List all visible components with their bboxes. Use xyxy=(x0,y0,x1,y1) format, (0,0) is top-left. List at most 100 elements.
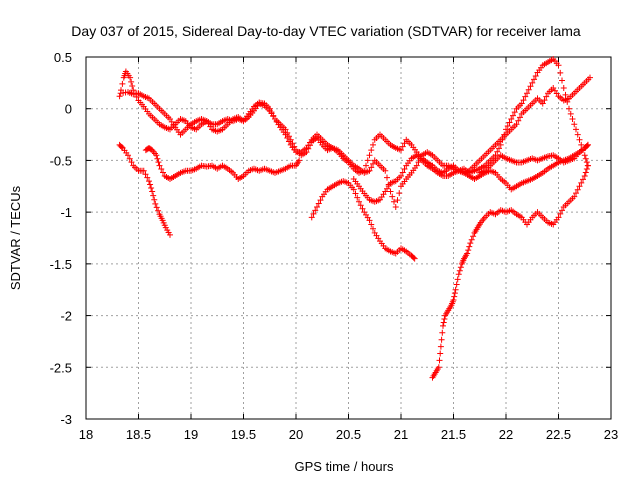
data-point xyxy=(470,233,477,240)
data-point xyxy=(541,97,548,104)
data-point xyxy=(582,169,589,176)
data-point xyxy=(398,172,404,179)
data-point xyxy=(513,121,520,128)
data-point xyxy=(147,181,154,188)
data-point xyxy=(440,322,446,329)
data-point xyxy=(370,225,376,232)
series-track-g xyxy=(429,162,591,381)
data-point xyxy=(384,174,390,181)
data-point xyxy=(392,203,399,210)
data-point xyxy=(148,185,155,192)
data-point xyxy=(451,293,458,300)
chart-title: Day 037 of 2015, Sidereal Day-to-day VTE… xyxy=(71,23,581,39)
data-point xyxy=(532,72,539,79)
data-point xyxy=(466,243,473,250)
data-point xyxy=(140,167,147,174)
data-point xyxy=(399,143,406,150)
x-tick-label: 18 xyxy=(79,427,93,442)
data-point xyxy=(160,169,166,176)
data-point xyxy=(527,83,534,90)
series-track-d xyxy=(142,145,303,183)
data-point xyxy=(155,207,162,214)
data-point xyxy=(158,166,165,173)
data-point xyxy=(128,159,135,166)
data-point xyxy=(574,186,581,193)
data-point xyxy=(503,126,509,133)
data-point xyxy=(389,193,396,200)
data-point xyxy=(517,114,523,121)
data-point xyxy=(314,203,320,210)
data-point xyxy=(146,178,152,185)
data-point xyxy=(399,169,406,176)
data-point xyxy=(492,152,499,159)
x-tick-label: 19 xyxy=(184,427,198,442)
data-point xyxy=(576,136,583,143)
y-tick-label: -2 xyxy=(60,309,72,324)
data-point xyxy=(363,162,369,169)
data-point xyxy=(150,192,157,199)
data-point xyxy=(555,62,562,69)
data-point xyxy=(573,126,579,133)
data-point xyxy=(127,74,134,81)
data-point xyxy=(286,138,292,145)
data-point xyxy=(370,160,376,167)
data-point xyxy=(439,329,446,336)
data-point xyxy=(368,164,375,171)
data-point xyxy=(531,76,537,83)
data-point xyxy=(284,135,291,142)
y-axis-ticks: -3 -2.5 -2 -1.5 -1 -0.5 0 0.5 xyxy=(50,50,611,427)
data-point xyxy=(317,197,324,204)
y-tick-label: -1 xyxy=(60,205,72,220)
data-point xyxy=(129,82,136,89)
data-point xyxy=(467,240,474,247)
x-tick-label: 22.5 xyxy=(546,427,571,442)
x-tick-label: 21.5 xyxy=(441,427,466,442)
x-tick-label: 20 xyxy=(289,427,303,442)
data-point xyxy=(315,200,322,207)
data-point xyxy=(450,297,457,304)
data-point xyxy=(118,143,125,150)
data-point xyxy=(543,93,550,100)
data-point xyxy=(125,152,131,159)
series-track-h xyxy=(476,141,591,176)
data-point xyxy=(411,255,418,262)
data-point xyxy=(366,217,373,224)
data-point xyxy=(370,141,376,148)
data-point xyxy=(438,336,445,343)
data-point xyxy=(153,152,160,159)
data-point xyxy=(382,167,389,174)
data-point xyxy=(451,290,458,297)
y-tick-label: -2.5 xyxy=(50,360,72,375)
data-point xyxy=(506,119,513,126)
data-point xyxy=(153,204,160,211)
x-tick-label: 18.5 xyxy=(126,427,151,442)
data-point xyxy=(571,193,578,200)
data-point xyxy=(574,131,581,138)
data-point xyxy=(368,147,375,154)
y-tick-label: -0.5 xyxy=(50,153,72,168)
data-point xyxy=(350,186,357,193)
data-point xyxy=(354,194,361,201)
data-point xyxy=(504,122,511,129)
y-tick-label: -3 xyxy=(60,412,72,427)
data-point xyxy=(128,78,135,85)
data-point xyxy=(555,214,562,221)
data-point xyxy=(156,162,163,169)
data-point xyxy=(356,198,362,205)
data-point xyxy=(464,250,471,257)
y-tick-label: -1.5 xyxy=(50,257,72,272)
data-point xyxy=(529,79,536,86)
data-point xyxy=(515,117,522,124)
data-point xyxy=(142,171,149,178)
data-point xyxy=(435,364,442,371)
data-point xyxy=(508,116,515,123)
data-point xyxy=(352,190,359,197)
data-point xyxy=(465,247,472,254)
data-point xyxy=(457,264,464,271)
x-axis-ticks: 18 18.5 19 19.5 20 20.5 21 21.5 22 22.5 23 xyxy=(79,57,618,442)
data-point xyxy=(415,159,422,166)
data-point xyxy=(522,93,529,100)
data-point xyxy=(368,221,375,228)
grid-lines xyxy=(86,57,611,419)
